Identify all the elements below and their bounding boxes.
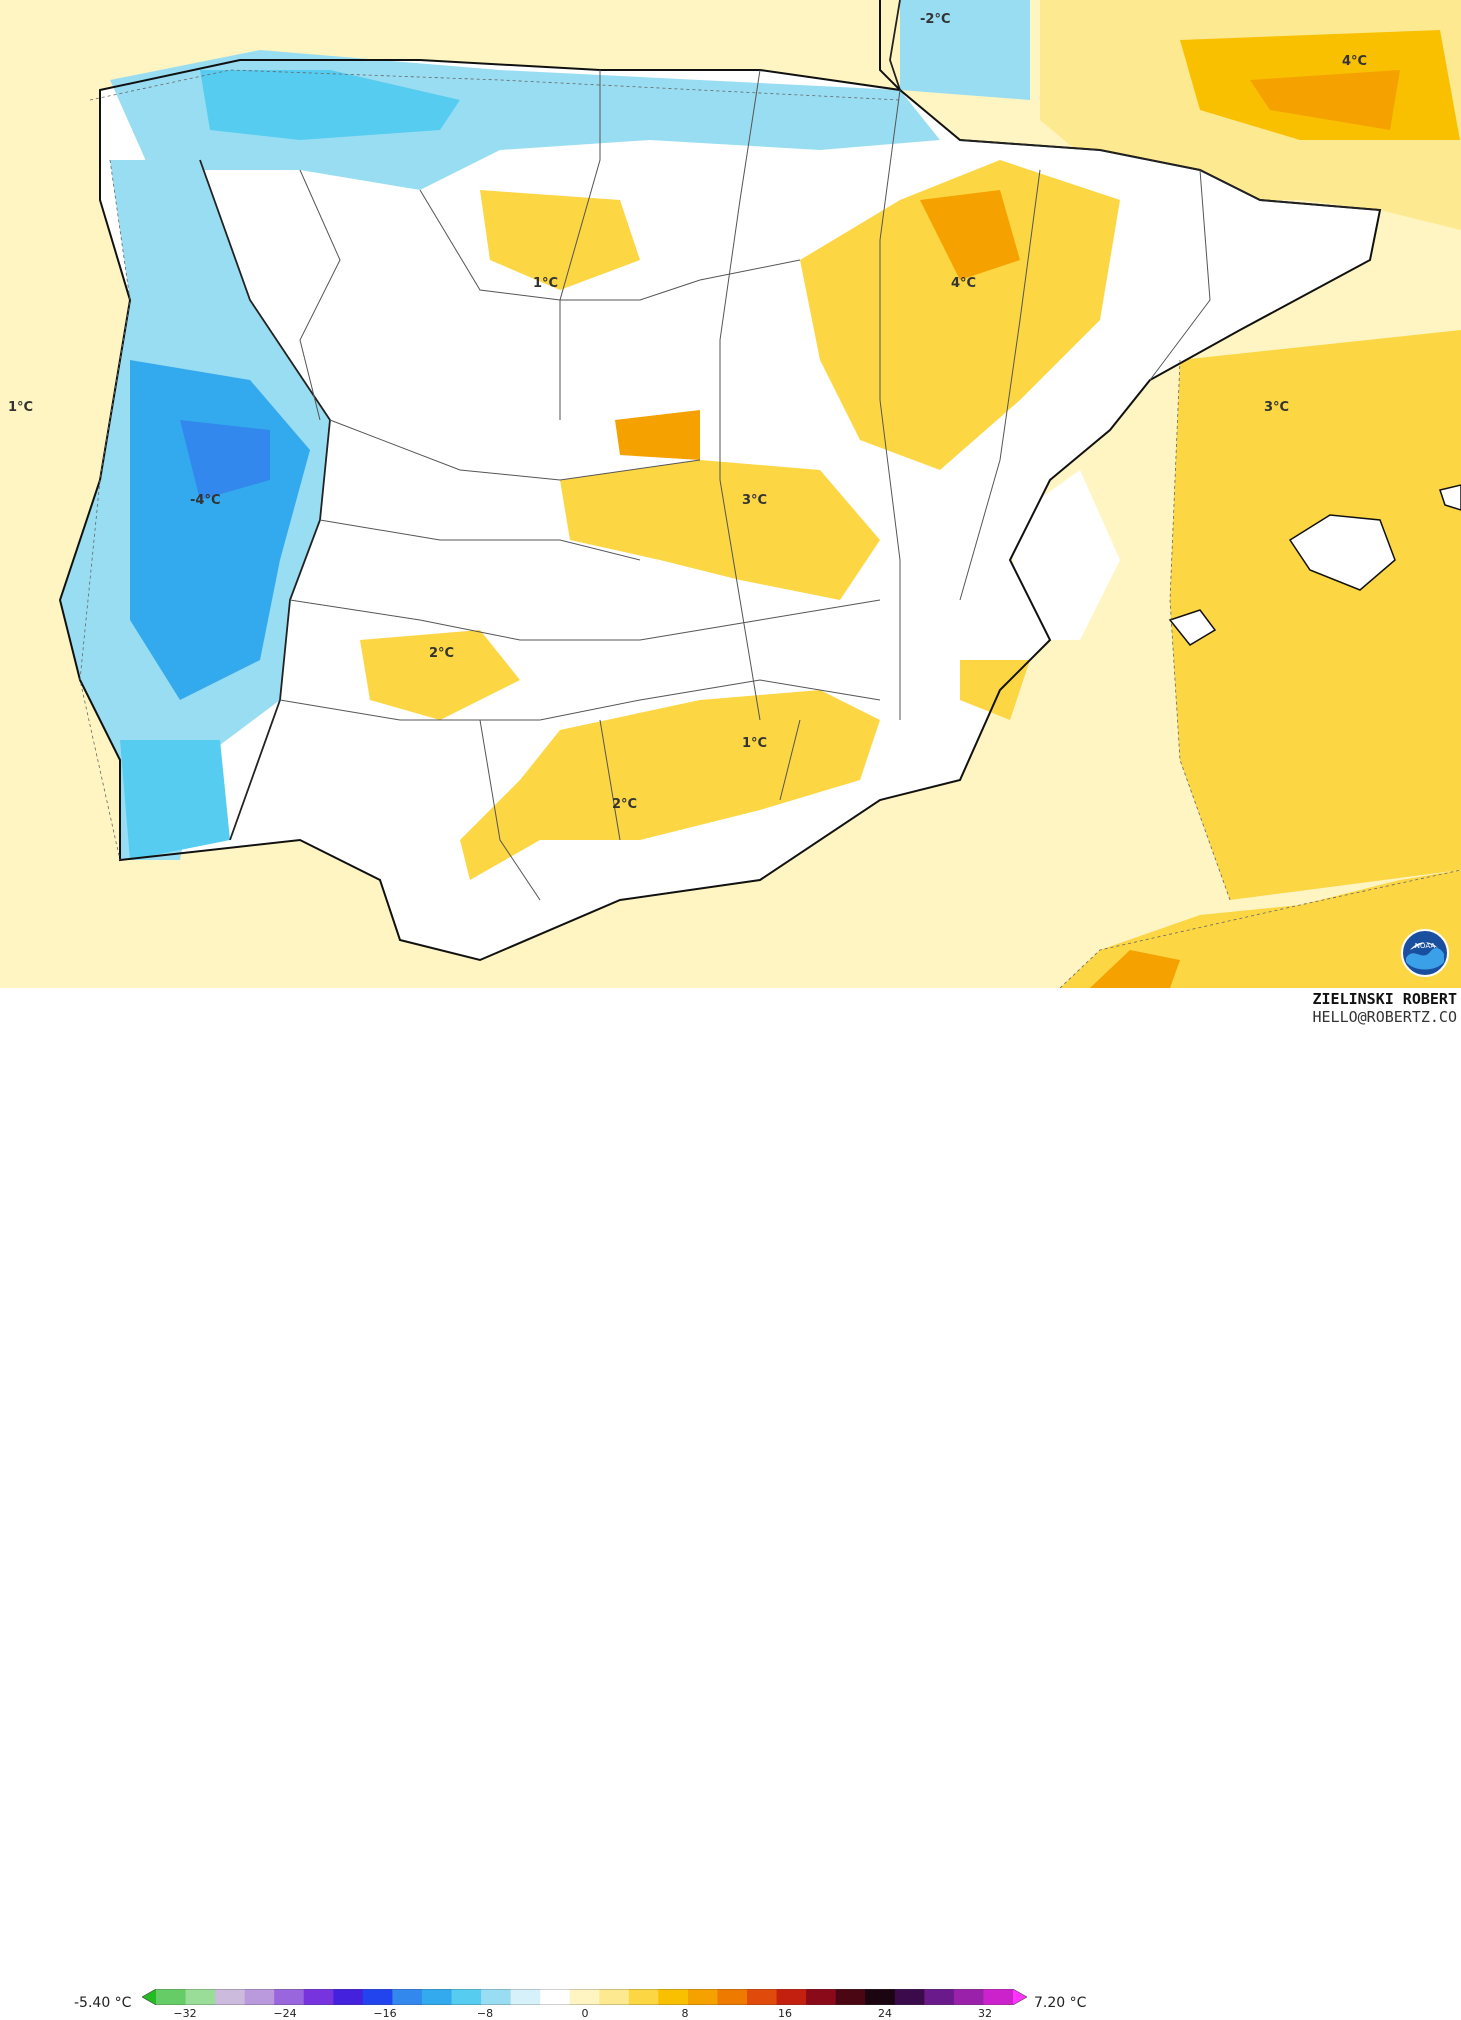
white-zone-east bbox=[1010, 470, 1120, 640]
legend-tick: −24 bbox=[273, 2007, 297, 2020]
legend-swatch bbox=[362, 1989, 393, 2005]
contour-label: 4°C bbox=[1342, 54, 1368, 69]
legend-tick: 0 bbox=[581, 2007, 589, 2020]
legend-swatch bbox=[894, 1989, 925, 2005]
contour-label: 3°C bbox=[1264, 400, 1290, 415]
legend-swatch bbox=[156, 1989, 187, 2005]
temperature-anomaly-map bbox=[0, 0, 1461, 988]
legend-swatch bbox=[599, 1989, 630, 2005]
legend-swatch bbox=[983, 1989, 1014, 2005]
credit-email: HELLO@ROBERTZ.CO bbox=[1312, 1008, 1458, 1026]
contour-label: -4°C bbox=[190, 493, 221, 508]
biscay-cold bbox=[900, 0, 1030, 100]
north-cold-core bbox=[200, 70, 460, 140]
legend-swatch bbox=[953, 1989, 984, 2005]
legend-tick: −16 bbox=[373, 2007, 397, 2020]
france-dark-orange bbox=[1250, 70, 1400, 130]
mediterranean-warm-zone bbox=[1170, 330, 1461, 900]
province-lines bbox=[279, 69, 1211, 901]
ibiza bbox=[1168, 609, 1217, 646]
legend-swatch bbox=[628, 1989, 659, 2005]
legend-swatch bbox=[924, 1989, 955, 2005]
legend-swatch-high-arrow bbox=[1013, 1989, 1027, 2005]
contour-label: 4°C bbox=[951, 276, 977, 291]
legend-swatch bbox=[392, 1989, 423, 2005]
contour-label: 2°C bbox=[429, 646, 455, 661]
legend-swatch bbox=[865, 1989, 896, 2005]
france-coast bbox=[879, 0, 901, 91]
legend-swatch bbox=[687, 1989, 718, 2005]
legend-swatch bbox=[215, 1989, 246, 2005]
legend-tick: 8 bbox=[681, 2007, 689, 2020]
mallorca bbox=[1288, 514, 1396, 591]
legend-swatch bbox=[747, 1989, 778, 2005]
contour-lines bbox=[79, 69, 1461, 988]
castilla-warm bbox=[480, 190, 640, 290]
extremadura-warm bbox=[360, 630, 520, 720]
legend-min-label: -5.40 °C bbox=[74, 1995, 132, 2011]
contour-label: -2°C bbox=[920, 12, 951, 27]
legend-swatch bbox=[481, 1989, 512, 2005]
contour-label: 2°C bbox=[612, 797, 638, 812]
noaa-logo: NOAA bbox=[1401, 929, 1449, 977]
legend-tick: 32 bbox=[978, 2007, 992, 2020]
legend-swatch bbox=[658, 1989, 689, 2005]
legend-max-label: 7.20 °C bbox=[1034, 1995, 1087, 2011]
color-legend: -5.40 °C 7.20 °C −32 −24 −16 −8 0 8 16 2… bbox=[0, 988, 1461, 2020]
legend-swatch bbox=[274, 1989, 305, 2005]
legend-swatch bbox=[421, 1989, 453, 2005]
legend-swatch bbox=[569, 1989, 600, 2005]
legend-tick: −8 bbox=[476, 2007, 494, 2020]
levante-warm bbox=[960, 660, 1030, 720]
legend-swatch bbox=[244, 1989, 275, 2005]
legend-swatch bbox=[540, 1989, 571, 2005]
menorca bbox=[1439, 484, 1461, 511]
legend-colorbar bbox=[142, 1989, 1027, 2005]
aragon-orange bbox=[920, 190, 1020, 280]
contour-label: 1°C bbox=[742, 736, 768, 751]
north-africa-hot bbox=[1090, 950, 1180, 988]
legend-swatch-low-arrow bbox=[142, 1989, 156, 2005]
legend-swatch bbox=[776, 1989, 807, 2005]
legend-swatch bbox=[806, 1989, 837, 2005]
south-portugal-cold bbox=[120, 740, 230, 860]
contour-label: 3°C bbox=[742, 493, 768, 508]
legend-swatch bbox=[451, 1989, 482, 2005]
iberia-coastline bbox=[58, 59, 1382, 962]
legend-tick: 16 bbox=[778, 2007, 792, 2020]
legend-swatch bbox=[303, 1989, 334, 2005]
portugal-cold-deep bbox=[180, 420, 270, 500]
credit-name: ZIELINSKI ROBERT bbox=[1312, 990, 1458, 1008]
legend-swatch bbox=[835, 1989, 866, 2005]
legend-swatch bbox=[333, 1989, 364, 2005]
legend-swatch bbox=[510, 1989, 541, 2005]
legend-swatch bbox=[185, 1989, 216, 2005]
madrid-hotspot bbox=[615, 410, 700, 460]
contour-label: 1°C bbox=[8, 400, 34, 415]
legend-swatch bbox=[717, 1989, 748, 2005]
svg-text:NOAA: NOAA bbox=[1415, 942, 1436, 950]
legend-tick: 24 bbox=[878, 2007, 892, 2020]
andalusia-warm bbox=[460, 690, 880, 880]
legend-tick: −32 bbox=[173, 2007, 197, 2020]
center-warm bbox=[560, 460, 880, 600]
contour-label: 1°C bbox=[533, 276, 559, 291]
